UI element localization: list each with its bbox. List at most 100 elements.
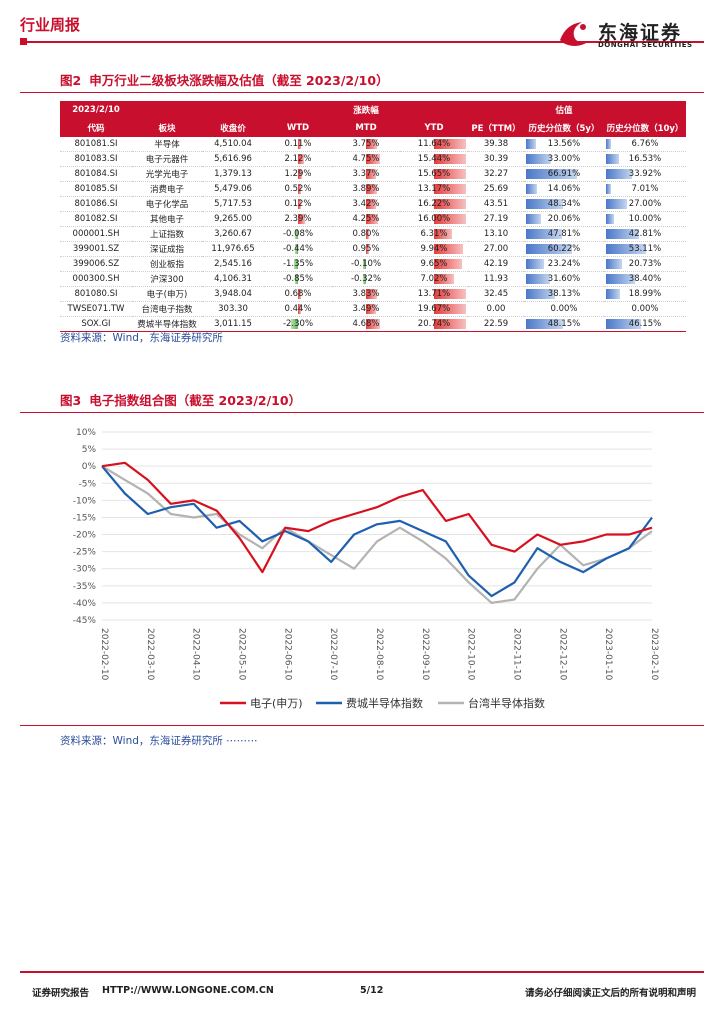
- cell-pe-text: 39.38: [483, 139, 509, 149]
- cell-wtd-text: -2.30%: [282, 319, 314, 329]
- mtd-bar: [366, 169, 376, 179]
- cell-ytd-text: 19.67%: [417, 304, 451, 314]
- cell-p10: 33.92%: [604, 167, 686, 182]
- cell-code-text: 399006.SZ: [72, 259, 120, 269]
- cell-p5-text: 23.24%: [547, 259, 581, 269]
- cell-p10-text: 53.11%: [628, 244, 662, 254]
- cell-mtd-text: 0.95%: [352, 244, 380, 254]
- cell-p5-text: 20.06%: [547, 214, 581, 224]
- mtd-bar: [366, 244, 369, 254]
- p5-bar: [526, 229, 563, 239]
- cell-name-text: 沪深300: [150, 275, 184, 285]
- cell-wtd: -0.08%: [264, 227, 332, 242]
- table-row: 801085.SI 消费电子 5,479.06 0.52% 3.89% 13.17% 25.…: [60, 182, 686, 197]
- cell-ytd-text: 15.65%: [417, 169, 451, 179]
- cell-mtd: 3.75%: [332, 137, 400, 152]
- cell-pe: 27.19: [468, 212, 524, 227]
- th-close: 收盘价: [202, 119, 264, 137]
- ytd-bar: [434, 139, 466, 149]
- cell-mtd-text: -0.10%: [350, 259, 382, 269]
- figure2-caption: 申万行业二级板块涨跌幅及估值（截至 2023/2/10）: [89, 73, 389, 88]
- cell-wtd-text: 2.39%: [284, 214, 312, 224]
- mtd-bar: [366, 139, 377, 149]
- cell-close: 5,717.53: [202, 197, 264, 212]
- figure3-caption: 电子指数组合图（截至 2023/2/10）: [89, 393, 302, 408]
- cell-wtd: 0.11%: [264, 137, 332, 152]
- y-tick-label: -25%: [73, 548, 97, 558]
- p5-bar: [526, 199, 563, 209]
- ytd-bar: [434, 214, 466, 224]
- cell-pe-text: 30.39: [483, 154, 509, 164]
- cell-name-text: 深证成指: [149, 245, 184, 255]
- cell-close-text: 3,260.67: [214, 229, 252, 239]
- cell-wtd-text: 0.12%: [284, 199, 312, 209]
- footer-url-link[interactable]: HTTP://WWW.LONGONE.COM.CN: [102, 985, 274, 996]
- mtd-bar: [366, 229, 369, 239]
- table-row: 801083.SI 电子元器件 5,616.96 2.12% 4.75% 15.44% 30…: [60, 152, 686, 167]
- cell-pe: 32.45: [468, 287, 524, 302]
- cell-p5: 60.22%: [524, 242, 604, 257]
- cell-p10: 18.99%: [604, 287, 686, 302]
- cell-mtd-text: 3.49%: [352, 304, 380, 314]
- cell-close: 3,260.67: [202, 227, 264, 242]
- cell-pe: 39.38: [468, 137, 524, 152]
- cell-ytd: 15.44%: [400, 152, 468, 167]
- cell-p10: 38.40%: [604, 272, 686, 287]
- cell-wtd: 1.29%: [264, 167, 332, 182]
- header-rule: [20, 41, 704, 43]
- table-row: 000001.SH 上证指数 3,260.67 -0.08% 0.80% 6.31% 13.…: [60, 227, 686, 242]
- p10-bar: [606, 184, 612, 194]
- p5-bar: [526, 274, 551, 284]
- cell-p10-text: 46.15%: [628, 319, 662, 329]
- cell-close-text: 3,011.15: [214, 319, 252, 329]
- p10-bar: [606, 199, 627, 209]
- cell-mtd: 3.42%: [332, 197, 400, 212]
- donghai-logo-icon: [560, 22, 588, 46]
- figure3-source: 资料来源：Wind，东海证券研究所 ⋯⋯⋯: [60, 735, 258, 747]
- cell-name-text: 电子化学品: [145, 200, 189, 210]
- cell-ytd-text: 7.02%: [420, 274, 448, 284]
- figure3-rule: [20, 412, 704, 413]
- cell-close: 4,106.31: [202, 272, 264, 287]
- cell-wtd: 0.44%: [264, 302, 332, 317]
- table-row: 801086.SI 电子化学品 5,717.53 0.12% 3.42% 16.22% 43…: [60, 197, 686, 212]
- table-row: 000300.SH 沪深300 4,106.31 -0.85% -0.32% 7.02% 1…: [60, 272, 686, 287]
- cell-code: 399006.SZ: [60, 257, 132, 272]
- cell-p5-text: 66.91%: [547, 169, 581, 179]
- th-change-group: 涨跌幅: [332, 101, 400, 119]
- y-tick-label: -35%: [73, 582, 97, 592]
- cell-p5: 31.60%: [524, 272, 604, 287]
- cell-pe-text: 27.19: [483, 214, 509, 224]
- cell-ytd-text: 13.71%: [417, 289, 451, 299]
- cell-name-text: 其他电子: [149, 215, 184, 225]
- cell-ytd-text: 9.94%: [420, 244, 448, 254]
- cell-p5: 14.06%: [524, 182, 604, 197]
- legend-label: 台湾半导体指数: [468, 696, 545, 710]
- cell-p10: 42.81%: [604, 227, 686, 242]
- cell-name: 沪深300: [132, 272, 202, 287]
- cell-mtd: 4.75%: [332, 152, 400, 167]
- p10-bar: [606, 214, 614, 224]
- p5-bar: [526, 289, 555, 299]
- mtd-bar: [366, 289, 378, 299]
- cell-p5-text: 47.81%: [547, 229, 581, 239]
- p5-bar: [526, 184, 537, 194]
- cell-p10: 16.53%: [604, 152, 686, 167]
- th-pct10: 历史分位数（10y）: [604, 119, 686, 137]
- figure3-number: 图3: [60, 393, 82, 408]
- cell-close-text: 11,976.65: [211, 244, 255, 254]
- y-tick-label: -40%: [73, 599, 97, 609]
- sector-table: 2023/2/10 涨跌幅 估值 代码 板块 收盘价 WTD MTD YTD P…: [60, 101, 686, 332]
- cell-ytd-text: 9.65%: [420, 259, 448, 269]
- cell-p5-text: 48.15%: [547, 319, 581, 329]
- cell-code: 000001.SH: [60, 227, 132, 242]
- cell-wtd: 0.12%: [264, 197, 332, 212]
- cell-code: 801080.SI: [60, 287, 132, 302]
- p5-bar: [526, 214, 542, 224]
- figure2-rule: [20, 92, 704, 93]
- mtd-bar: [366, 319, 380, 329]
- cell-ytd: 13.17%: [400, 182, 468, 197]
- cell-code: 000300.SH: [60, 272, 132, 287]
- y-tick-label: -20%: [73, 531, 97, 541]
- logo-text-en: DONGHAI SECURITIES: [598, 41, 693, 49]
